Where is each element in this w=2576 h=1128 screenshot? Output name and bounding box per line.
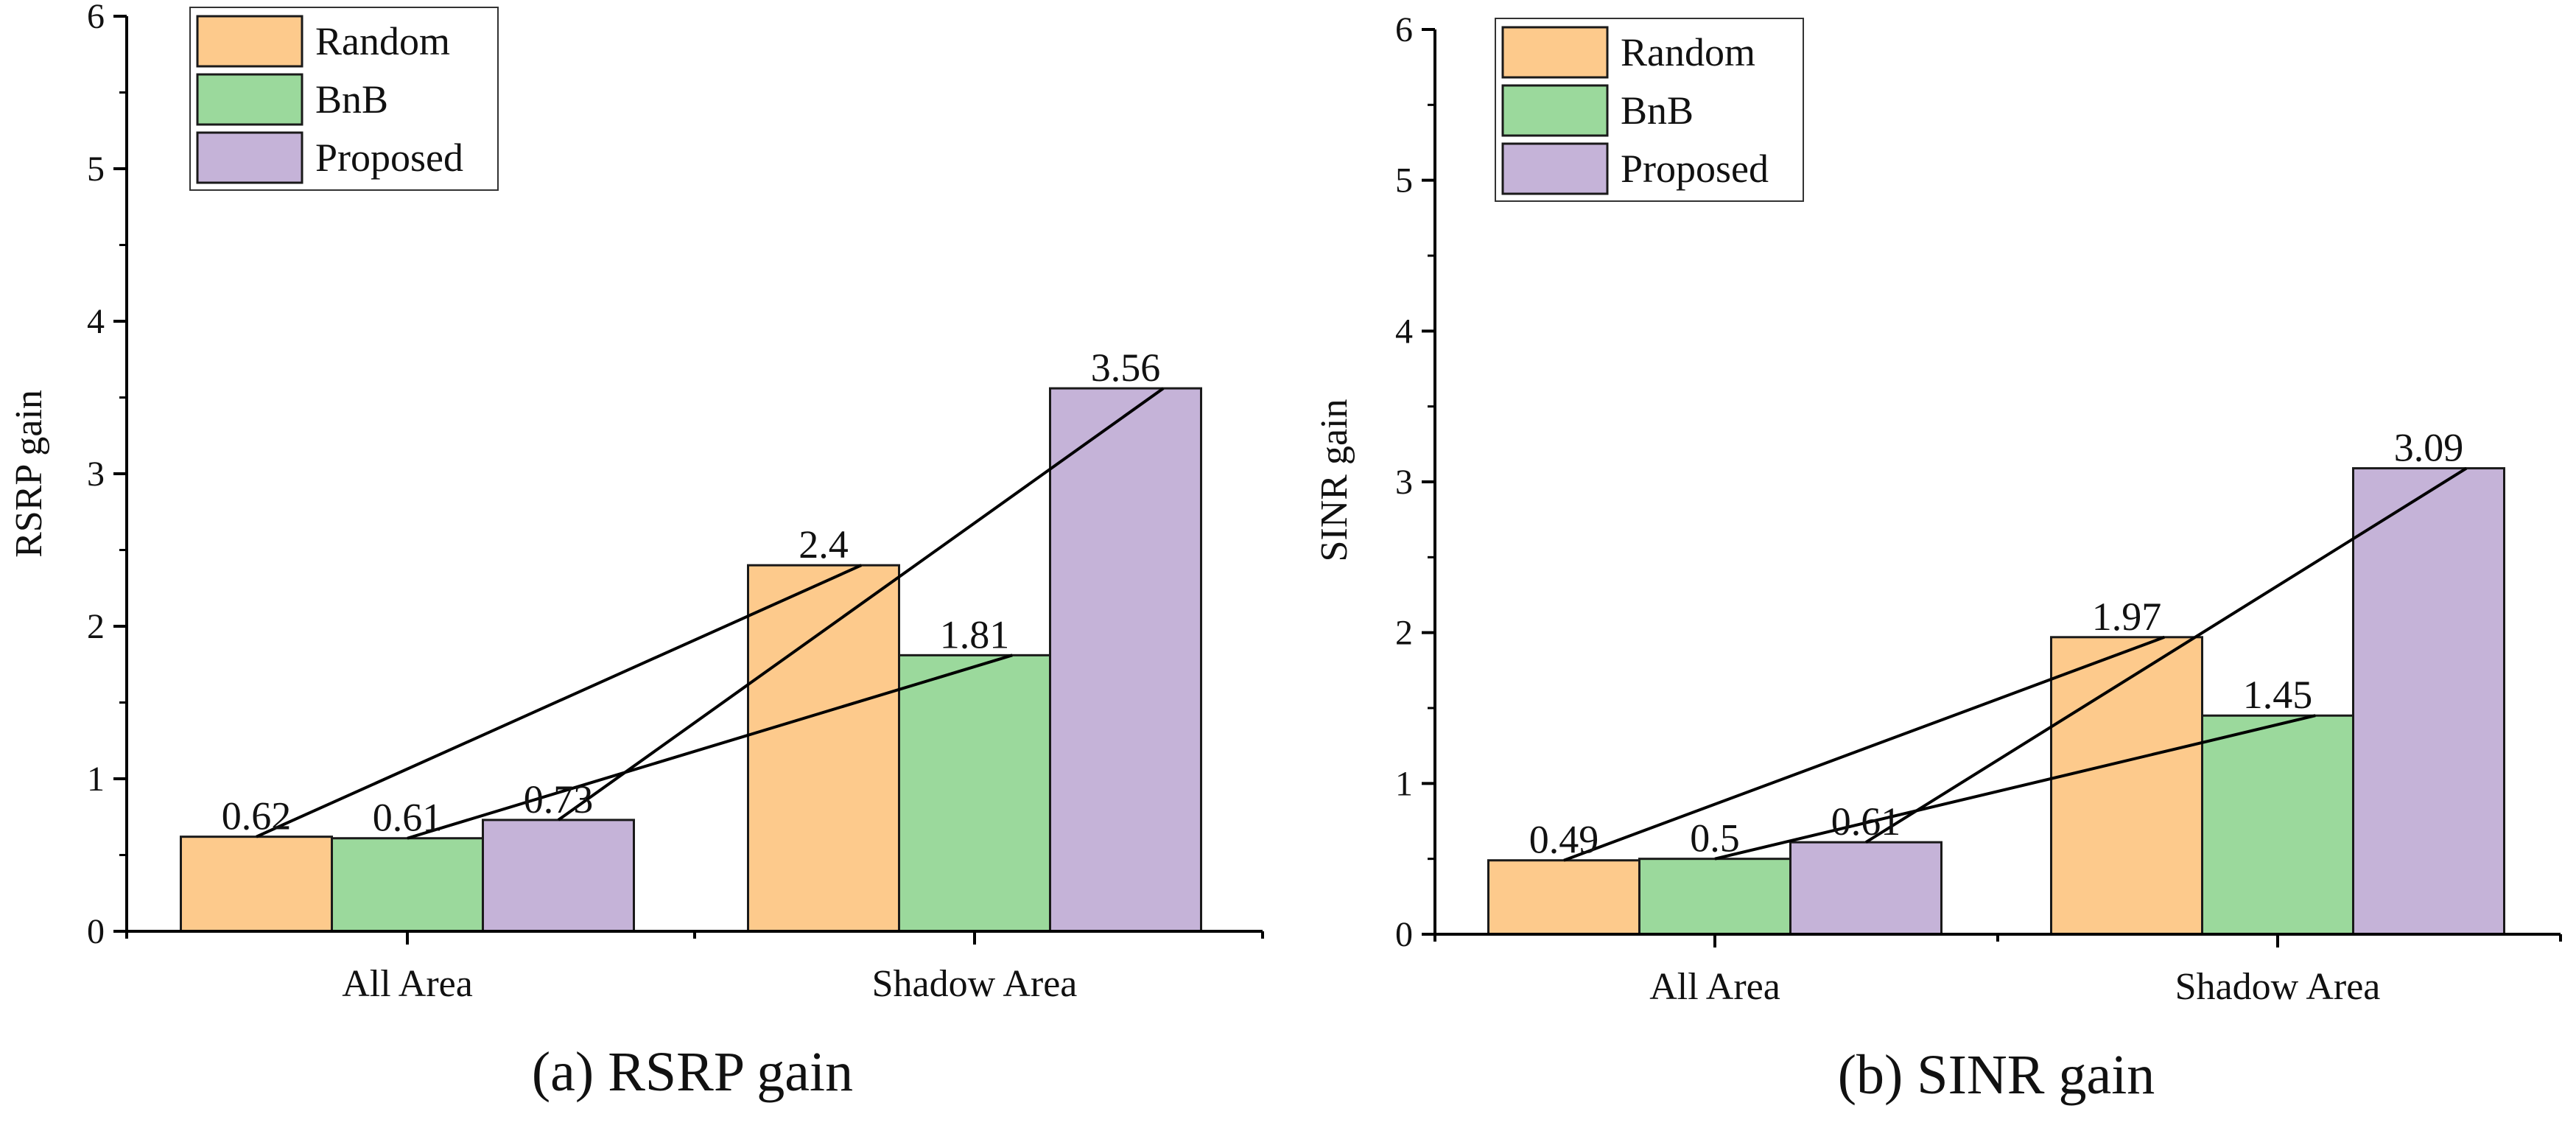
connector-line-proposed [557, 387, 1165, 822]
x-tick-label-all-area: All Area [1649, 966, 1780, 1008]
bar-random-shadow-area [747, 564, 900, 933]
bar-random-all-area [1487, 859, 1640, 936]
data-label-random-all-area: 0.49 [1529, 818, 1599, 862]
legend-label-random: Random [315, 19, 450, 63]
panel-caption: (a) RSRP gain [532, 1041, 853, 1103]
bar-proposed-all-area [1789, 841, 1942, 936]
data-label-bnb-all-area: 0.61 [373, 796, 443, 840]
connector-line-bnb [407, 654, 1013, 840]
data-label-random-shadow-area: 1.97 [2092, 595, 2162, 639]
y-tick-label: 4 [87, 302, 105, 341]
bar-bnb-shadow-area [898, 654, 1051, 933]
y-tick-label: 3 [87, 455, 105, 494]
y-tick-label: 1 [1395, 764, 1413, 803]
legend-swatch-random [1501, 26, 1609, 79]
chart-panel-rsrp: 0.62 2.4 0.61 1.81 0.73 3.56 0 1 2 3 4 5 6 All Area Sh… [8, 0, 1264, 1103]
legend-swatch-bnb [196, 73, 303, 126]
y-tick-label: 1 [87, 760, 105, 799]
data-label-bnb-all-area: 0.5 [1690, 816, 1740, 861]
connector-line-random [256, 564, 863, 838]
legend: Random BnB Proposed [189, 7, 499, 191]
connector-line-random [1563, 635, 2165, 862]
bar-bnb-shadow-area [2201, 714, 2354, 936]
bar-bnb-all-area [331, 837, 484, 933]
connector-line-proposed [1864, 466, 2468, 844]
x-tick-label-shadow-area: Shadow Area [872, 963, 1078, 1005]
legend-label-proposed: Proposed [1621, 147, 1769, 191]
x-tick-label-all-area: All Area [342, 963, 473, 1005]
legend-swatch-random [196, 15, 303, 68]
legend-swatch-proposed [196, 131, 303, 184]
chart-panel-sinr: 0.49 1.97 0.5 1.45 0.61 3.09 0 1 2 3 4 5 6 All Area Sh… [1313, 10, 2562, 1106]
y-tick-label: 5 [87, 150, 105, 189]
data-label-proposed-shadow-area: 3.56 [1091, 346, 1161, 390]
data-label-bnb-shadow-area: 1.81 [940, 612, 1010, 656]
data-label-bnb-shadow-area: 1.45 [2243, 673, 2313, 717]
y-axis-title: RSRP gain [8, 390, 50, 558]
data-label-random-all-area: 0.62 [222, 794, 292, 838]
bar-random-shadow-area [2050, 636, 2203, 936]
panel-caption: (b) SINR gain [1838, 1044, 2155, 1106]
data-label-proposed-all-area: 0.73 [524, 777, 594, 822]
legend-label-random: Random [1621, 30, 1755, 74]
bar-proposed-shadow-area [1049, 387, 1202, 933]
y-tick-label: 4 [1395, 312, 1413, 351]
legend-label-bnb: BnB [315, 77, 388, 122]
data-label-random-shadow-area: 2.4 [799, 522, 849, 567]
data-label-proposed-all-area: 0.61 [1831, 799, 1901, 844]
legend: Random BnB Proposed [1495, 18, 1804, 202]
x-tick-label-shadow-area: Shadow Area [2175, 966, 2381, 1008]
y-tick-label: 6 [87, 0, 105, 36]
y-tick-label: 5 [1395, 161, 1413, 200]
legend-swatch-bnb [1501, 84, 1609, 137]
bar-proposed-shadow-area [2352, 467, 2505, 936]
bar-bnb-all-area [1638, 858, 1791, 936]
y-tick-label: 0 [87, 912, 105, 951]
bar-proposed-all-area [482, 819, 635, 933]
connector-line-bnb [1714, 714, 2316, 861]
legend-label-bnb: BnB [1621, 88, 1694, 133]
y-axis-title: SINR gain [1313, 399, 1355, 562]
legend-label-proposed: Proposed [315, 136, 463, 180]
data-label-proposed-shadow-area: 3.09 [2394, 426, 2464, 470]
y-tick-label: 2 [1395, 614, 1413, 653]
y-tick-label: 3 [1395, 463, 1413, 502]
y-tick-label: 2 [87, 607, 105, 646]
bar-random-all-area [180, 836, 333, 933]
y-tick-label: 0 [1395, 915, 1413, 954]
legend-swatch-proposed [1501, 142, 1609, 195]
y-tick-label: 6 [1395, 10, 1413, 49]
